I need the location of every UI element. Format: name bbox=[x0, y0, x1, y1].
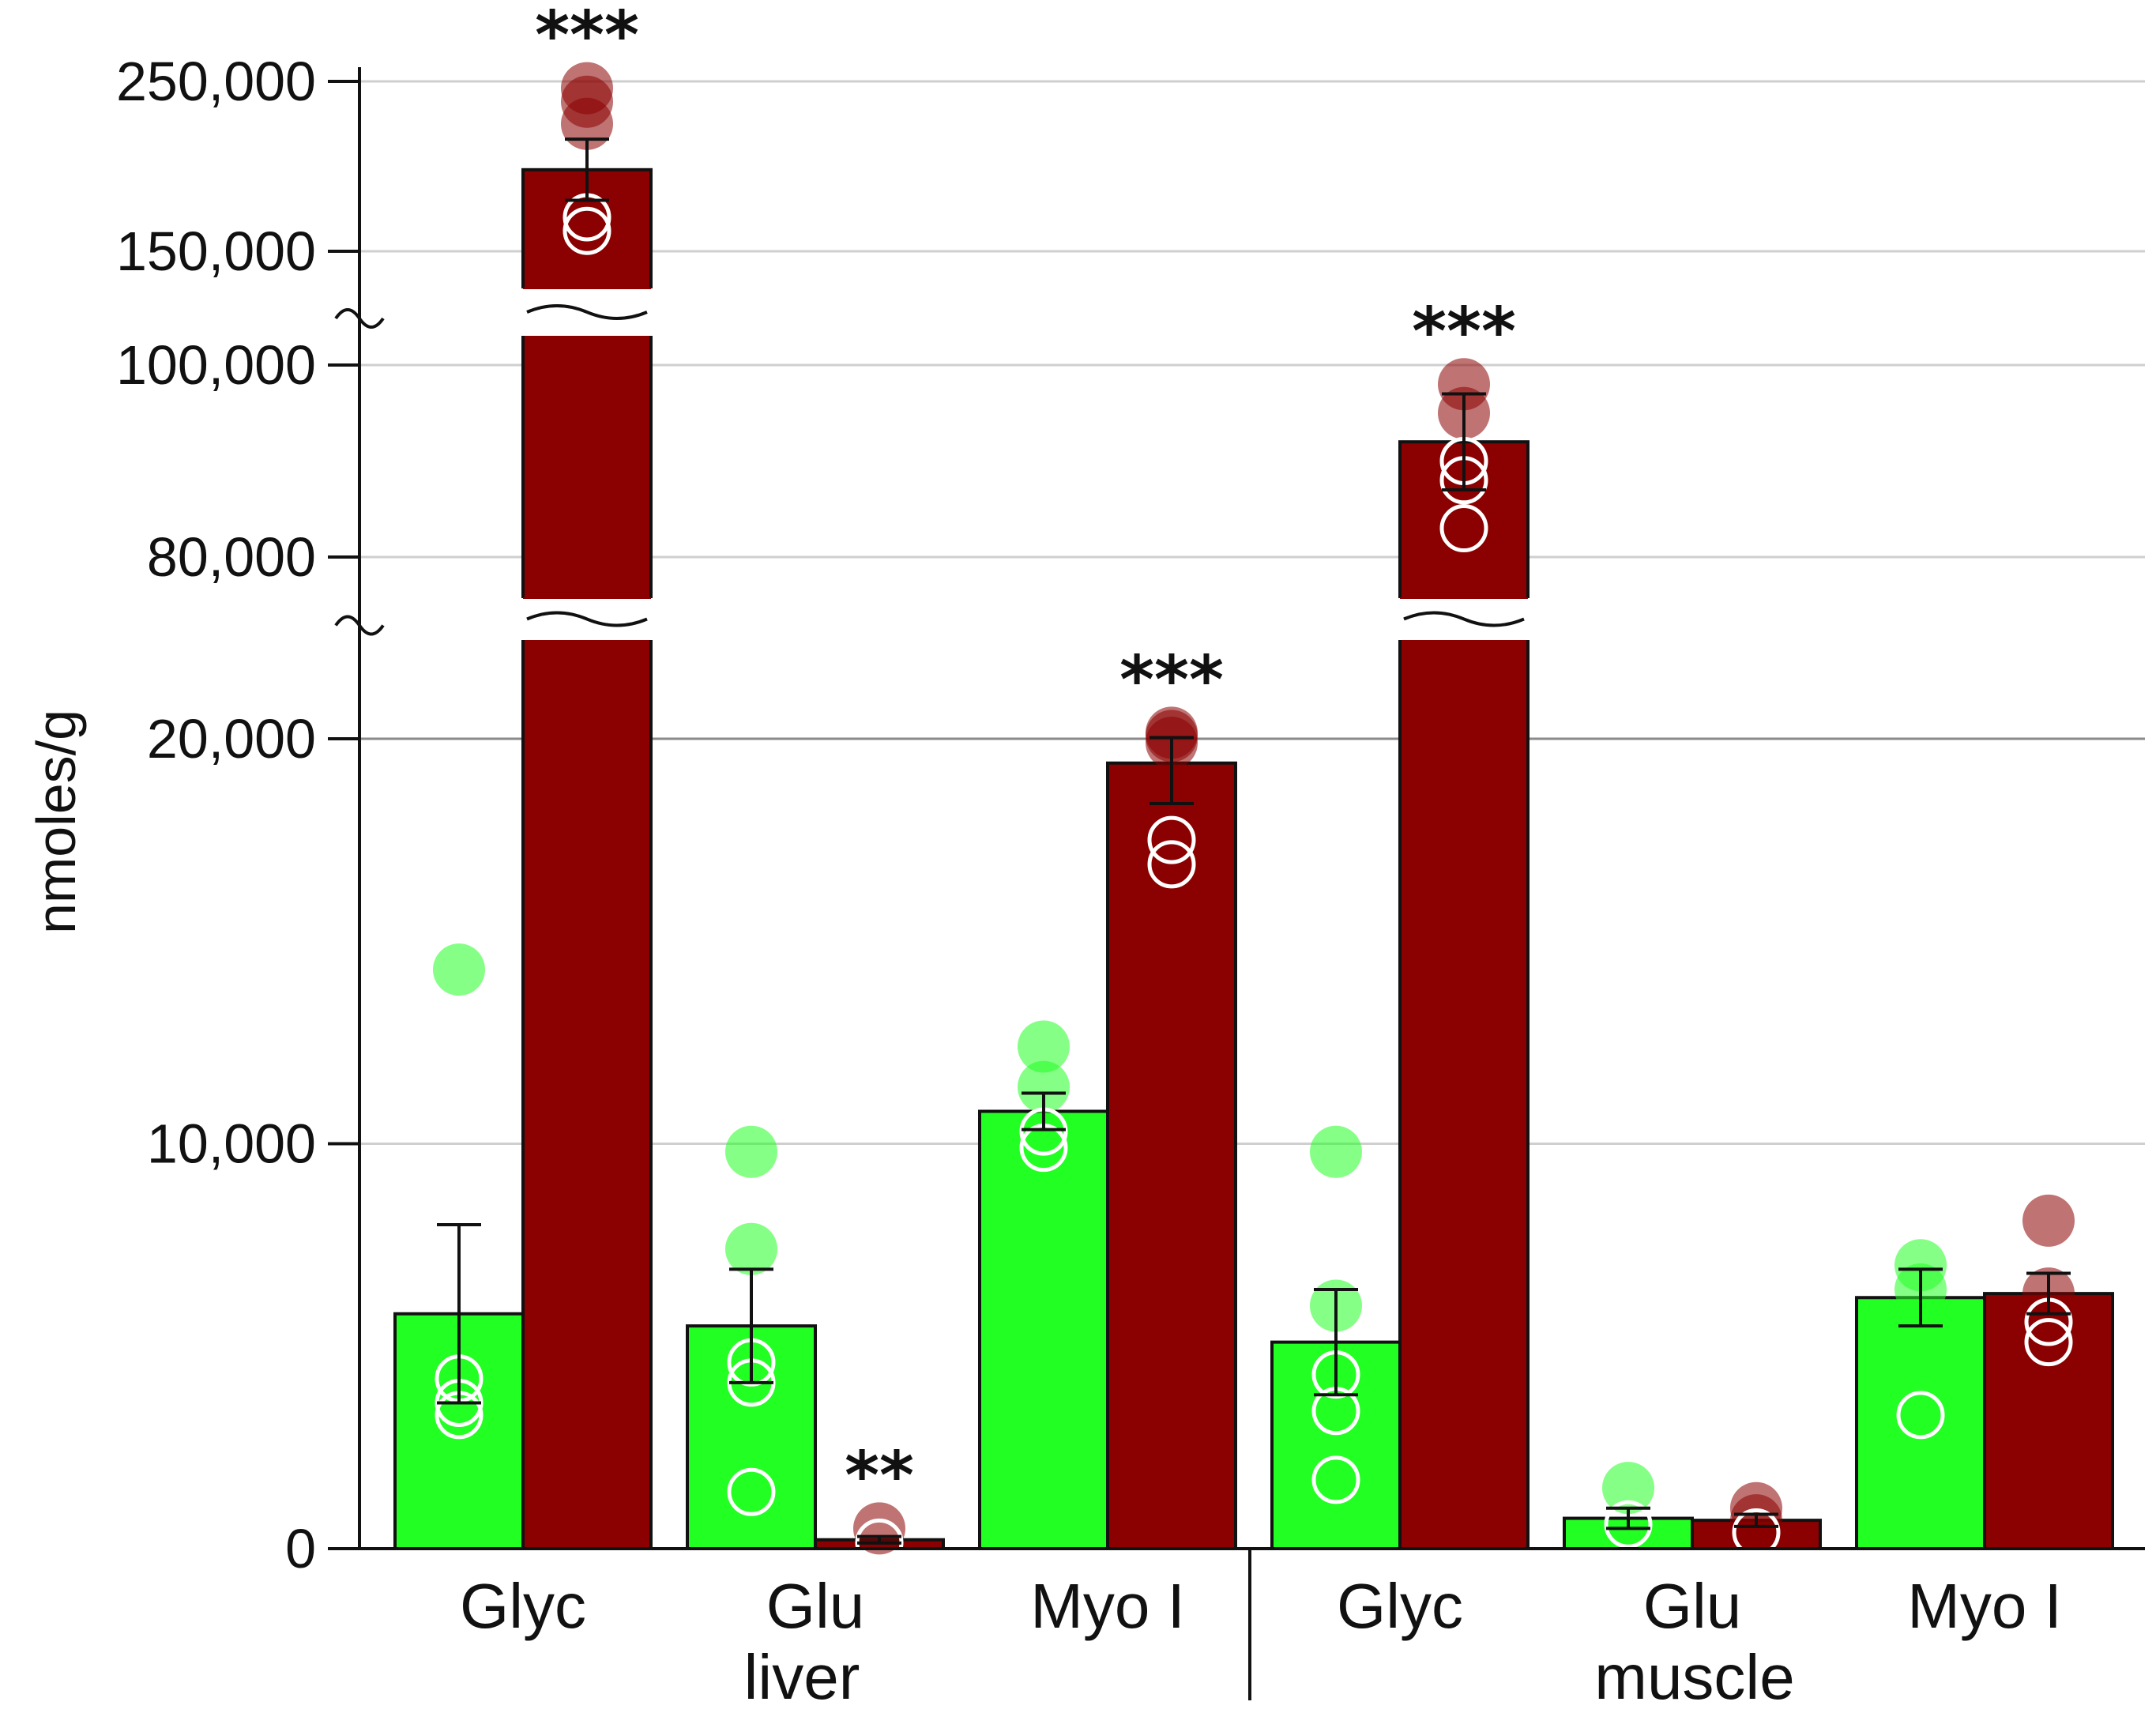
category-label: Glu bbox=[766, 1571, 865, 1641]
data-point bbox=[2022, 1194, 2075, 1247]
data-point bbox=[727, 1467, 776, 1516]
bar bbox=[521, 168, 653, 1550]
data-point bbox=[1147, 840, 1196, 889]
error-bars bbox=[437, 137, 2071, 1545]
category-label: Myo I bbox=[1030, 1571, 1185, 1641]
category-label: Myo I bbox=[1907, 1571, 2062, 1641]
data-point bbox=[1604, 1500, 1653, 1549]
significance-marker: *** bbox=[1412, 292, 1516, 370]
data-point bbox=[2024, 1318, 2073, 1367]
labels: 0 10,000 20,000 80,000 100,000 150,000 250,000… bbox=[25, 0, 2062, 1712]
bars bbox=[393, 168, 2114, 1551]
y-tick-label: 150,000 bbox=[116, 220, 316, 282]
data-point bbox=[561, 97, 613, 150]
data-point bbox=[1018, 1020, 1070, 1073]
bar bbox=[978, 1109, 1109, 1550]
break-gap bbox=[312, 288, 2156, 336]
bar-break-mark bbox=[526, 304, 648, 320]
data-point bbox=[725, 1125, 777, 1178]
bar bbox=[1983, 1292, 2114, 1550]
group-label: liver bbox=[744, 1642, 860, 1712]
category-label: Glyc bbox=[460, 1571, 586, 1641]
data-point bbox=[1147, 815, 1196, 864]
y-tick-label: 20,000 bbox=[147, 708, 316, 770]
category-label: Glyc bbox=[1337, 1571, 1463, 1641]
data-point bbox=[1602, 1462, 1654, 1515]
axis-breaks bbox=[312, 288, 2156, 640]
category-label: Glu bbox=[1643, 1571, 1742, 1641]
gridlines bbox=[359, 80, 2145, 1145]
significance-marker: *** bbox=[1119, 641, 1224, 718]
y-tick-label: 250,000 bbox=[116, 51, 316, 112]
data-points bbox=[433, 62, 2075, 1567]
bar bbox=[1855, 1296, 1986, 1550]
data-point bbox=[725, 1222, 777, 1275]
data-point bbox=[1439, 504, 1488, 553]
bar-break-mark bbox=[526, 611, 648, 627]
group-label: muscle bbox=[1594, 1642, 1794, 1712]
y-tick-label: 0 bbox=[285, 1518, 316, 1579]
data-point bbox=[1732, 1508, 1781, 1557]
data-point bbox=[433, 943, 485, 996]
data-point bbox=[563, 206, 611, 255]
break-gap bbox=[312, 598, 2156, 640]
significance-marker: ** bbox=[845, 1436, 914, 1514]
axes bbox=[328, 67, 2145, 1700]
data-point bbox=[1896, 1391, 1945, 1440]
bar bbox=[1106, 761, 1237, 1550]
data-point bbox=[1311, 1455, 1360, 1504]
data-point bbox=[1018, 1060, 1070, 1113]
y-tick-label: 80,000 bbox=[147, 526, 316, 588]
y-axis-title: nmoles/g bbox=[25, 710, 87, 934]
y-tick-label: 10,000 bbox=[147, 1113, 316, 1175]
bar-break-mark bbox=[1403, 611, 1525, 627]
significance-marker: *** bbox=[535, 0, 639, 74]
y-tick-label: 100,000 bbox=[116, 334, 316, 396]
data-point bbox=[1310, 1125, 1362, 1178]
